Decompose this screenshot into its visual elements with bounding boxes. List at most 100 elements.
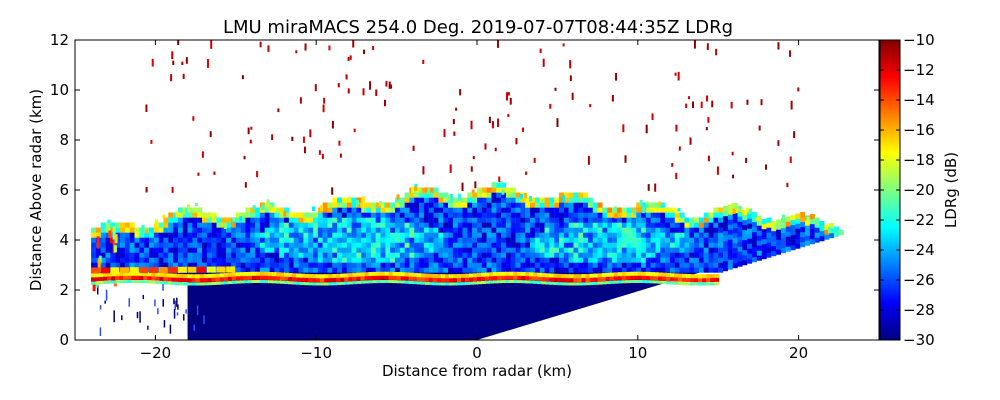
cloud-cell (669, 267, 675, 273)
cloud-cell (187, 232, 193, 238)
edge-fleck (348, 196, 352, 201)
cloud-cell (563, 202, 569, 208)
cloud-cell (366, 267, 372, 273)
cloud-cell (703, 212, 709, 218)
cloud-cell (829, 223, 835, 229)
cloud-cell (660, 227, 666, 233)
cloud-cell (414, 237, 420, 243)
cloud-region (91, 182, 844, 273)
cloud-cell (573, 202, 579, 208)
cloud-cell (284, 207, 290, 213)
cloud-cell (356, 237, 362, 243)
cloud-cell (452, 207, 458, 213)
edge-fleck (162, 214, 166, 218)
cloud-cell (337, 252, 343, 258)
bright-band-lower (131, 280, 137, 284)
cloud-cell (443, 257, 449, 263)
cloud-cell (544, 212, 550, 218)
rain-streak (162, 299, 164, 307)
cloud-cell (399, 212, 405, 218)
cloud-cell (428, 242, 434, 248)
bright-band-lower (573, 282, 579, 286)
cloud-cell (602, 227, 608, 233)
cloud-cell (559, 232, 565, 238)
cloud-cell (776, 239, 782, 245)
bright-band-lower (99, 281, 105, 285)
cloud-cell (467, 222, 473, 228)
bright-band-core (665, 276, 671, 281)
bright-band-outer (573, 274, 579, 280)
cloud-cell (448, 237, 454, 243)
bright-band-outer (328, 274, 334, 280)
cloud-cell (240, 227, 246, 233)
cloud-cell (587, 247, 593, 253)
bright-band-core (649, 276, 655, 281)
edge-fleck (614, 213, 618, 219)
cloud-cell (394, 237, 400, 243)
cloud-cell (317, 222, 323, 228)
cloud-cell (409, 197, 415, 203)
cloud-cell (795, 228, 801, 234)
cloud-cell (544, 257, 550, 263)
cloud-cell (341, 262, 347, 268)
cloud-cell (703, 217, 709, 223)
bright-band-outer (91, 273, 97, 279)
cloud-cell (805, 230, 811, 236)
cloud-cell (505, 197, 511, 203)
cloud-cell (665, 207, 671, 213)
cloud-cell (800, 217, 806, 223)
cloud-cell (448, 247, 454, 253)
cloud-cell (674, 242, 680, 248)
cloud-cell (317, 262, 323, 268)
bright-band-outer (537, 272, 543, 278)
bright-band-lower (617, 280, 623, 284)
cloud-cell (626, 247, 632, 253)
rain-streak (169, 324, 172, 334)
bright-band-outer (485, 272, 491, 278)
cloud-cell (694, 232, 700, 238)
cloud-cell (742, 225, 748, 231)
cloud-cell (525, 257, 531, 263)
bright-band-core (545, 277, 551, 282)
cloud-cell (168, 262, 174, 268)
cloud-cell (587, 212, 593, 218)
bright-band-lower (151, 280, 157, 284)
cloud-cell (303, 242, 309, 248)
cloud-cell (568, 247, 574, 253)
cloud-cell (510, 232, 516, 238)
echo-dash (539, 48, 542, 54)
cloud-cell (303, 252, 309, 258)
cloud-cell (645, 252, 651, 258)
cloud-cell (448, 267, 454, 273)
bright-band-lower (336, 282, 342, 286)
cloud-cell (153, 262, 159, 268)
cloud-cell (530, 267, 536, 273)
cloud-cell (568, 217, 574, 223)
cloud-cell (809, 234, 815, 240)
cloud-cell (472, 237, 478, 243)
cloud-cell (756, 230, 762, 236)
bright-band-outer (464, 273, 470, 279)
edge-fleck (186, 208, 190, 212)
cloud-cell (703, 237, 709, 243)
cloud-cell (708, 267, 714, 273)
cloud-cell (182, 247, 188, 253)
cloud-cell (525, 212, 531, 218)
cloud-cell (723, 261, 729, 267)
cloud-cell (747, 218, 753, 224)
cloud-cell (621, 217, 627, 223)
cloud-cell (819, 236, 825, 242)
cloud-cell (486, 247, 492, 253)
cloud-cell (554, 197, 560, 203)
bright-band-lower (460, 282, 466, 286)
cloud-cell (544, 207, 550, 213)
cloud-cell (332, 257, 338, 263)
echo-dash (303, 146, 306, 154)
cloud-cell (414, 197, 420, 203)
cloud-cell (423, 237, 429, 243)
cloud-cell (790, 220, 796, 226)
cloud-cell (809, 224, 815, 230)
cloud-cell (211, 232, 217, 238)
cloud-cell (235, 212, 241, 218)
